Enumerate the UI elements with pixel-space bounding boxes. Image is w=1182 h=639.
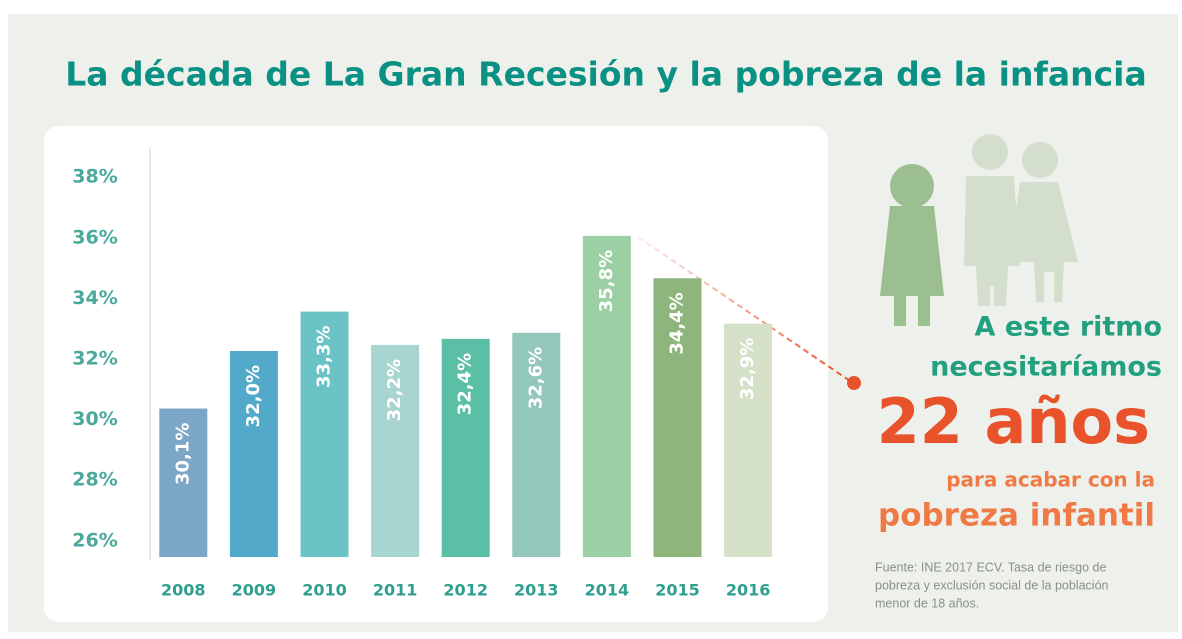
y-tick-label: 30% <box>72 408 117 430</box>
data-label: 32,0% <box>243 365 264 427</box>
data-label: 32,9% <box>737 338 758 400</box>
x-tick-label: 2009 <box>232 581 277 600</box>
bar <box>371 344 420 557</box>
x-tick-label: 2014 <box>585 581 630 600</box>
source: pobreza y exclusión social de la poblaci… <box>875 578 1109 592</box>
bar <box>582 235 631 557</box>
callout-line <box>637 236 851 382</box>
x-tick-label: 2011 <box>373 581 418 600</box>
callout-text: A este ritmo <box>975 312 1162 343</box>
y-tick-label: 34% <box>72 287 117 309</box>
bar <box>441 338 490 557</box>
data-label: 35,8% <box>596 250 617 312</box>
data-label: 33,3% <box>314 326 335 388</box>
y-tick-label: 26% <box>72 529 117 551</box>
x-tick-label: 2013 <box>514 581 559 600</box>
callout-number: 22 años <box>877 385 1150 458</box>
bar <box>724 323 773 557</box>
source: Fuente: INE 2017 ECV. Tasa de riesgo de <box>875 560 1106 574</box>
data-label: 30,1% <box>172 423 193 485</box>
bar <box>300 311 349 557</box>
silhouettes <box>964 134 1078 306</box>
x-tick-label: 2015 <box>655 581 700 600</box>
y-tick-label: 38% <box>72 166 117 188</box>
x-tick-label: 2016 <box>726 581 771 600</box>
bar <box>653 278 702 557</box>
chart-title: La década de La Gran Recesión y la pobre… <box>65 55 1146 94</box>
callout-text: para acabar con la <box>946 468 1155 492</box>
bar <box>159 408 208 557</box>
callout-text: pobreza infantil <box>878 498 1155 534</box>
callout-dot <box>847 376 861 390</box>
x-tick-label: 2008 <box>161 581 206 600</box>
silhouette-front <box>880 164 944 326</box>
bar <box>229 350 278 557</box>
y-tick-label: 36% <box>72 226 117 248</box>
data-label: 32,6% <box>525 347 546 409</box>
data-label: 34,4% <box>667 292 688 354</box>
x-tick-label: 2010 <box>302 581 347 600</box>
source: menor de 18 años. <box>875 596 979 610</box>
bar <box>512 332 561 557</box>
x-tick-label: 2012 <box>443 581 488 600</box>
callout-text: necesitaríamos <box>930 352 1162 383</box>
data-label: 32,2% <box>384 359 405 421</box>
y-tick-label: 28% <box>72 469 117 491</box>
data-label: 32,4% <box>455 353 476 415</box>
y-tick-label: 32% <box>72 347 117 369</box>
